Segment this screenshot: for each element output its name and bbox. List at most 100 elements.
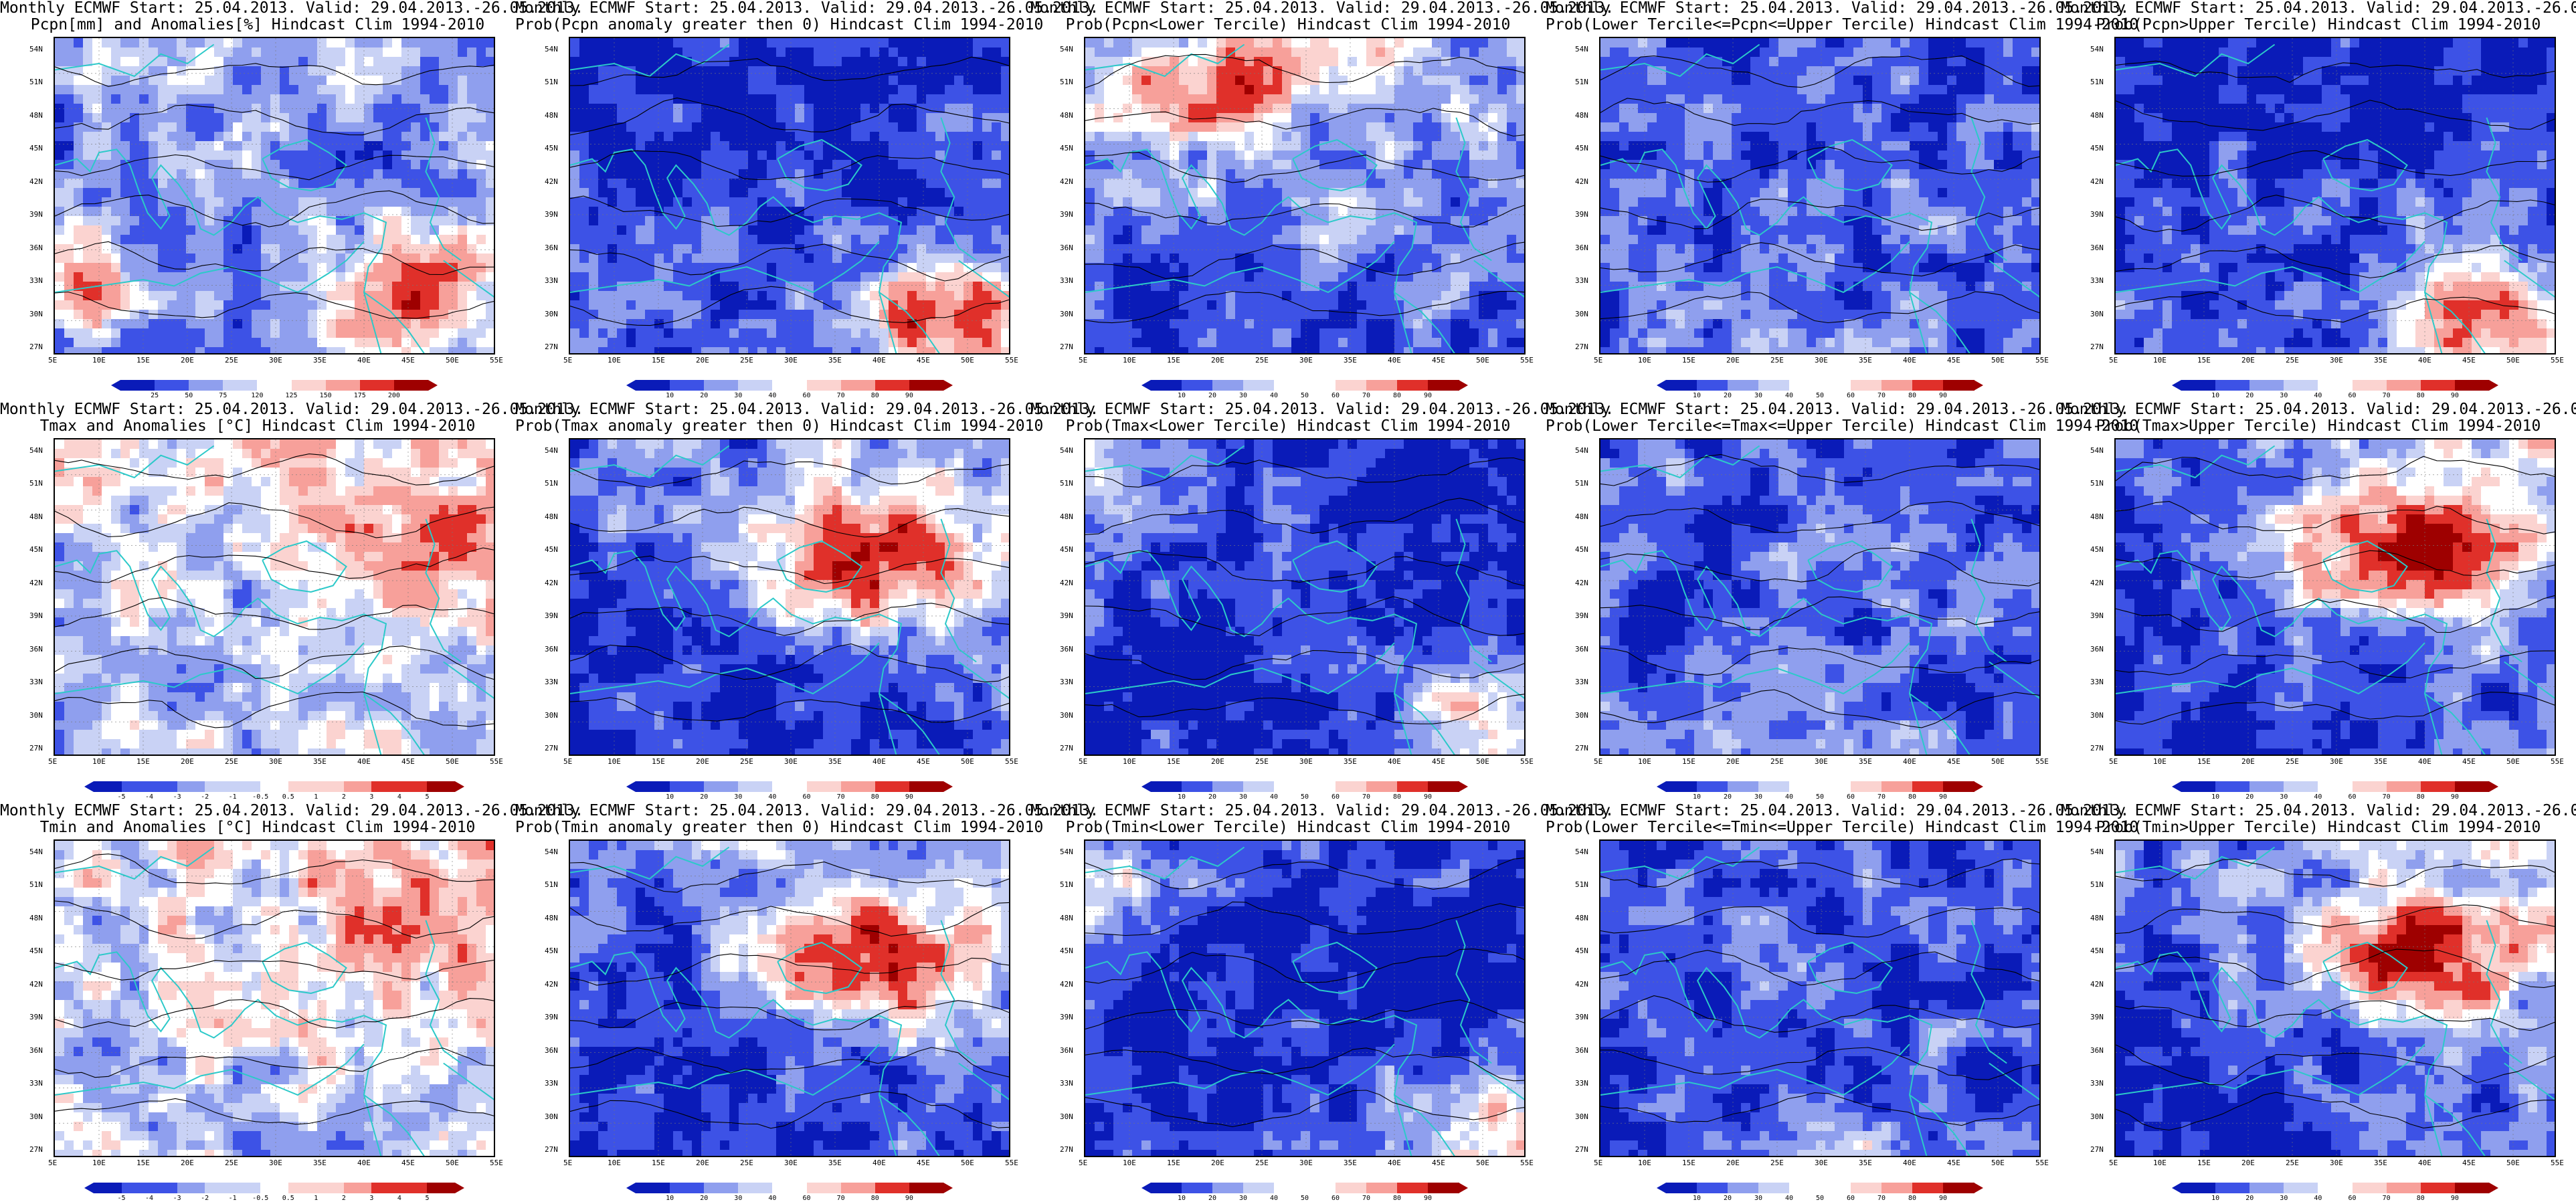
field-cell	[1376, 328, 1386, 338]
field-cell	[823, 244, 833, 254]
field-cell	[130, 216, 140, 226]
field-cell	[1170, 179, 1180, 189]
field-cell	[1151, 254, 1161, 264]
field-cell	[298, 328, 308, 338]
field-cell	[1263, 254, 1273, 264]
field-cell	[102, 132, 112, 142]
field-cell	[598, 263, 608, 273]
field-cell	[392, 235, 402, 245]
field-cell	[832, 319, 842, 329]
field-cell	[786, 310, 796, 320]
field-cell	[786, 291, 796, 301]
field-cell	[364, 57, 374, 67]
field-cell	[1357, 85, 1367, 95]
field-cell	[139, 169, 149, 179]
field-cell	[926, 188, 936, 198]
field-cell	[111, 225, 121, 235]
field-cell	[1095, 85, 1105, 95]
field-cell	[954, 160, 964, 170]
field-cell	[814, 338, 824, 348]
field-cell	[898, 38, 908, 48]
field-cell	[111, 300, 121, 310]
field-cell	[1479, 122, 1489, 132]
field-cell	[401, 57, 411, 67]
field-cell	[1113, 38, 1123, 48]
field-cell	[270, 76, 280, 86]
field-cell	[1497, 169, 1507, 179]
field-cell	[1357, 272, 1367, 282]
field-cell	[1497, 188, 1507, 198]
field-cell	[720, 47, 730, 58]
field-cell	[1460, 76, 1470, 86]
field-cell	[711, 150, 721, 161]
field-cell	[982, 66, 992, 76]
field-cell	[757, 94, 767, 104]
field-cell	[448, 347, 458, 353]
field-cell	[1310, 57, 1320, 67]
field-cell	[1085, 188, 1095, 198]
field-cell	[748, 85, 758, 95]
field-cell	[1085, 216, 1095, 226]
field-cell	[720, 122, 730, 132]
field-cell	[701, 225, 711, 235]
field-cell	[149, 282, 159, 292]
field-cell	[598, 104, 608, 114]
field-cell	[701, 310, 711, 320]
field-cell	[74, 132, 84, 142]
field-cell	[261, 197, 271, 207]
field-cell	[963, 169, 974, 179]
field-cell	[935, 122, 945, 132]
field-cell	[654, 132, 664, 142]
field-cell	[963, 207, 974, 217]
field-cell	[1207, 347, 1217, 353]
field-cell	[1245, 254, 1255, 264]
field-cell	[636, 169, 646, 179]
field-cell	[748, 47, 758, 58]
field-cell	[1479, 169, 1489, 179]
field-cell	[1254, 179, 1264, 189]
field-cell	[1245, 66, 1255, 76]
field-cell	[214, 122, 224, 132]
field-cell	[935, 272, 945, 282]
field-cell	[851, 263, 861, 273]
field-cell	[1151, 263, 1161, 273]
colorbar-swatch	[359, 380, 395, 391]
field-cell	[1151, 169, 1161, 179]
field-cell	[1479, 300, 1489, 310]
field-cell	[1469, 122, 1479, 132]
field-cell	[1516, 207, 1524, 217]
field-cell	[579, 179, 589, 189]
field-cell	[55, 188, 65, 198]
field-cell	[1170, 94, 1180, 104]
field-cell	[739, 85, 749, 95]
field-cell	[992, 338, 1002, 348]
field-cell	[1404, 282, 1414, 292]
field-cell	[64, 225, 74, 235]
field-cell	[682, 94, 693, 104]
field-cell	[1357, 47, 1367, 58]
field-cell	[1263, 76, 1273, 86]
field-cell	[757, 179, 767, 189]
field-cell	[842, 310, 852, 320]
field-cell	[1404, 225, 1414, 235]
field-cell	[458, 347, 468, 353]
field-cell	[823, 338, 833, 348]
field-cell	[907, 38, 917, 48]
field-cell	[1160, 76, 1170, 86]
field-cell	[92, 113, 102, 123]
field-cell	[1095, 57, 1105, 67]
field-cell	[373, 76, 383, 86]
field-cell	[973, 38, 983, 48]
field-cell	[579, 319, 589, 329]
field-cell	[589, 216, 599, 226]
field-cell	[645, 282, 655, 292]
field-cell	[214, 132, 224, 142]
field-cell	[570, 150, 580, 161]
field-cell	[786, 328, 796, 338]
field-cell	[1469, 338, 1479, 348]
field-cell	[1179, 319, 1189, 329]
field-cell	[420, 122, 430, 132]
field-cell	[589, 85, 599, 95]
field-cell	[214, 150, 224, 161]
field-cell	[1001, 76, 1009, 86]
